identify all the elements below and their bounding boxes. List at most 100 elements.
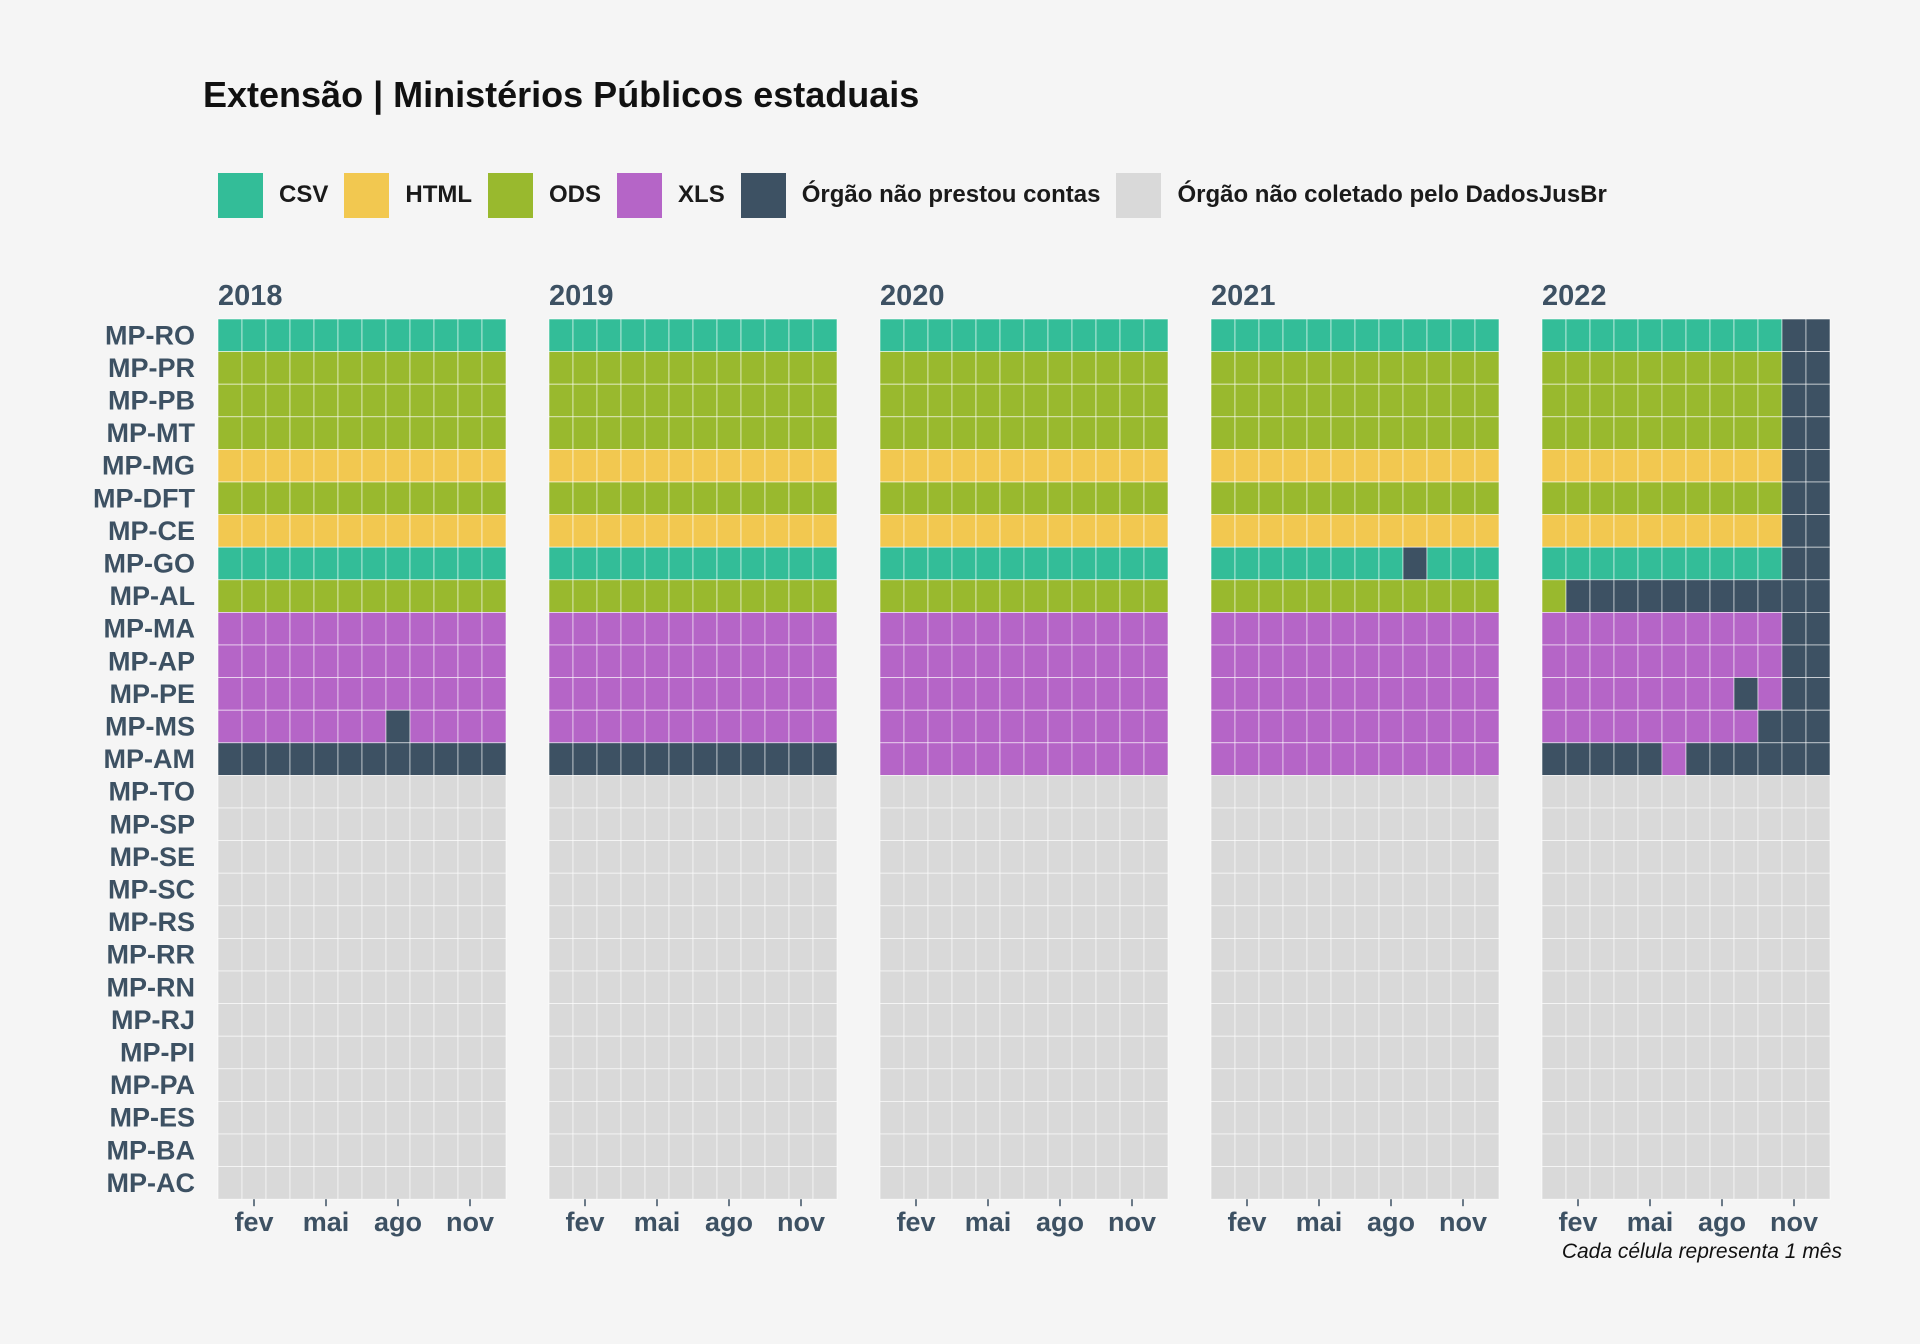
heatmap-cell xyxy=(1143,1133,1169,1167)
heatmap-cell xyxy=(999,840,1025,874)
heatmap-cell xyxy=(1541,872,1567,907)
heatmap-cell xyxy=(1330,1003,1356,1037)
heatmap-cell xyxy=(1023,481,1049,515)
y-tick-label: MP-PI xyxy=(120,1038,195,1068)
heatmap-cell xyxy=(644,709,670,744)
heatmap-cell xyxy=(217,644,243,678)
heatmap-cell xyxy=(1661,612,1687,646)
heatmap-cell xyxy=(1234,872,1260,907)
heatmap-cell xyxy=(644,383,670,418)
heatmap-cell xyxy=(1119,579,1145,613)
heatmap-cell xyxy=(409,807,435,841)
heatmap-cell xyxy=(1306,775,1332,809)
heatmap-cell xyxy=(1709,644,1735,678)
heatmap-cell xyxy=(1637,416,1663,450)
heatmap-cell xyxy=(1637,938,1663,972)
heatmap-cell xyxy=(1095,351,1121,385)
heatmap-cell xyxy=(385,905,411,939)
heatmap-cell xyxy=(999,481,1025,515)
heatmap-cell xyxy=(1071,416,1097,450)
heatmap-cell xyxy=(1474,1035,1500,1070)
heatmap-cell xyxy=(481,1166,507,1200)
heatmap-cell xyxy=(812,383,838,418)
heatmap-cell xyxy=(1685,677,1711,711)
heatmap-cell xyxy=(999,1166,1025,1200)
heatmap-cell xyxy=(1541,677,1567,711)
heatmap-cell xyxy=(1047,742,1073,776)
heatmap-cell xyxy=(975,677,1001,711)
heatmap-cell xyxy=(1354,709,1380,744)
heatmap-cell xyxy=(337,1133,363,1167)
heatmap-cell xyxy=(620,840,646,874)
heatmap-cell xyxy=(1733,1101,1759,1135)
heatmap-cell xyxy=(313,546,339,581)
x-tick-label: fev xyxy=(234,1207,273,1237)
heatmap-cell xyxy=(548,448,574,483)
heatmap-cell xyxy=(668,514,694,548)
heatmap-cell xyxy=(1589,709,1615,744)
heatmap-cell xyxy=(620,612,646,646)
heatmap-cell xyxy=(1426,677,1452,711)
heatmap-cell xyxy=(644,1133,670,1167)
heatmap-cell xyxy=(241,970,267,1004)
heatmap-cell xyxy=(457,644,483,678)
heatmap-cell xyxy=(1613,905,1639,939)
heatmap-cell xyxy=(879,775,905,809)
heatmap-cell xyxy=(313,775,339,809)
heatmap-cell xyxy=(1402,807,1428,841)
heatmap-cell xyxy=(457,1035,483,1070)
heatmap-cell xyxy=(1589,905,1615,939)
heatmap-cell xyxy=(1589,677,1615,711)
heatmap-cell xyxy=(999,742,1025,776)
heatmap-cell xyxy=(241,481,267,515)
heatmap-cell xyxy=(337,644,363,678)
heatmap-cell xyxy=(764,318,790,352)
heatmap-cell xyxy=(313,644,339,678)
heatmap-cell xyxy=(1541,775,1567,809)
heatmap-cell xyxy=(1378,1101,1404,1135)
heatmap-cell xyxy=(1757,807,1783,841)
heatmap-cell xyxy=(596,481,622,515)
heatmap-cell xyxy=(1143,416,1169,450)
y-tick-label: MP-SP xyxy=(109,809,195,839)
heatmap-cell xyxy=(1330,872,1356,907)
heatmap-cell xyxy=(1805,481,1831,515)
heatmap-cell xyxy=(1047,970,1073,1004)
heatmap-cell xyxy=(1541,351,1567,385)
heatmap-cell xyxy=(927,742,953,776)
heatmap-cell xyxy=(764,1166,790,1200)
heatmap-cell xyxy=(385,1003,411,1037)
heatmap-cell xyxy=(740,383,766,418)
heatmap-cell xyxy=(1733,514,1759,548)
heatmap-cell xyxy=(1685,383,1711,418)
heatmap-cell xyxy=(361,351,387,385)
heatmap-cell xyxy=(1258,318,1284,352)
heatmap-cell xyxy=(409,742,435,776)
heatmap-cell xyxy=(548,742,574,776)
heatmap-cell xyxy=(457,709,483,744)
heatmap-cell xyxy=(1474,612,1500,646)
heatmap-cell xyxy=(1402,1166,1428,1200)
heatmap-cell xyxy=(1354,872,1380,907)
heatmap-cell xyxy=(1709,872,1735,907)
heatmap-cell xyxy=(1047,1101,1073,1135)
heatmap-cell xyxy=(951,709,977,744)
heatmap-cell xyxy=(409,905,435,939)
heatmap-cell xyxy=(812,775,838,809)
heatmap-cell xyxy=(1143,709,1169,744)
heatmap-cell xyxy=(1119,1068,1145,1102)
heatmap-cell xyxy=(1757,938,1783,972)
heatmap-cell xyxy=(951,481,977,515)
heatmap-cell xyxy=(572,514,598,548)
heatmap-cell xyxy=(951,644,977,678)
heatmap-cell xyxy=(1378,644,1404,678)
heatmap-cell xyxy=(740,872,766,907)
heatmap-cell xyxy=(1378,351,1404,385)
chart-title: Extensão | Ministérios Públicos estaduai… xyxy=(203,74,920,115)
legend-item: Órgão não coletado pelo DadosJusBr xyxy=(1116,172,1607,218)
heatmap-cell xyxy=(1330,546,1356,581)
heatmap-cell xyxy=(572,807,598,841)
heatmap-cell xyxy=(361,1003,387,1037)
heatmap-cell xyxy=(1354,677,1380,711)
